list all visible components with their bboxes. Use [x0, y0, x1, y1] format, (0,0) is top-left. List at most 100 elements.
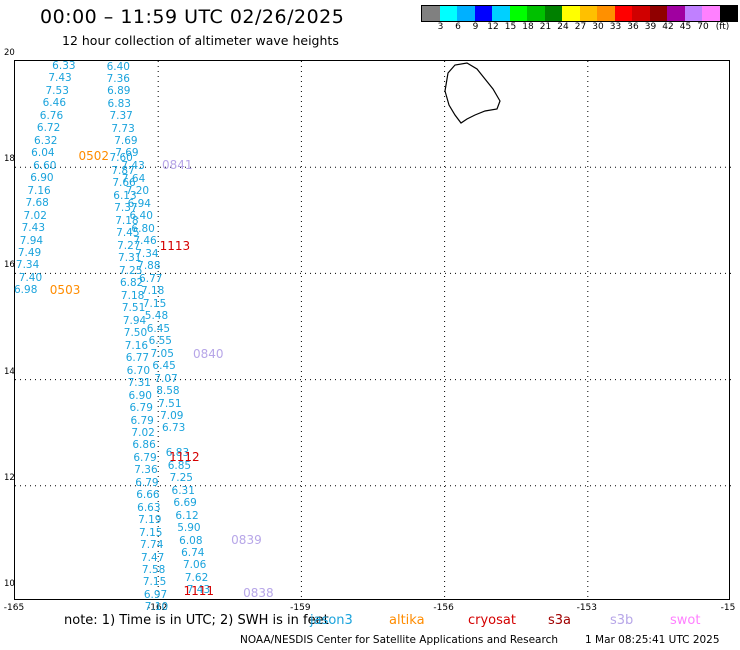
latitude-tick-label: 18	[4, 154, 15, 165]
longitude-tick-label: -153	[576, 603, 598, 613]
wave-height-value: 6.80	[131, 222, 155, 235]
scale-swatch	[649, 6, 667, 21]
wave-height-value: 7.43	[186, 584, 211, 597]
wave-height-value: 7.15	[142, 576, 167, 589]
wave-height-value: 7.10	[144, 601, 169, 614]
wave-height-value: 7.46	[133, 235, 157, 248]
wave-height-value: 7.02	[23, 209, 47, 222]
scale-label: 42	[662, 22, 674, 32]
wave-height-value: 7.37	[109, 110, 133, 123]
scale-label: 36	[627, 22, 639, 32]
scale-swatch	[632, 6, 650, 21]
pass-time-label: 1111	[183, 583, 214, 598]
wave-height-value: 7.36	[106, 73, 130, 86]
wave-height-value: 7.49	[17, 246, 42, 259]
wave-height-value: 7.16	[124, 339, 149, 352]
wave-height-value: 6.13	[113, 189, 137, 202]
wave-height-value: 6.83	[165, 447, 190, 460]
pass-time-label: 1112	[169, 449, 200, 464]
legend-item-altika: altika	[389, 613, 425, 628]
scale-swatch	[719, 6, 737, 21]
scale-swatch	[457, 6, 475, 21]
legend-item-s3a: s3a	[548, 613, 572, 628]
hawaii-big-island-coastline	[444, 62, 501, 124]
wave-height-value: 7.69	[115, 147, 139, 160]
scale-label: 27	[574, 22, 587, 32]
pass-time-label: 1113	[159, 238, 191, 253]
scale-label: 9	[472, 22, 479, 32]
wave-height-value: 7.31	[127, 376, 151, 389]
scale-label: 3	[437, 22, 444, 32]
wave-height-value: 7.87	[111, 164, 135, 177]
wave-height-value: 6.55	[148, 334, 172, 347]
wave-height-value: 7.02	[131, 426, 155, 439]
wave-height-value: 6.82	[119, 277, 144, 289]
scale-label: 70	[697, 22, 709, 32]
scale-swatch	[614, 6, 632, 21]
credit-line: NOAA/NESDIS Center for Satellite Applica…	[240, 634, 558, 646]
wave-height-value: 6.77	[139, 272, 163, 285]
wave-height-value: 7.51	[158, 397, 182, 410]
wave-height-value: 7.64	[121, 172, 146, 185]
legend-item-jason3: jason3	[310, 613, 353, 628]
wave-height-value: 7.18	[115, 214, 139, 227]
wave-height-value: 6.40	[129, 210, 153, 223]
generated-timestamp: 1 Mar 08:25:41 UTC 2025	[585, 634, 720, 646]
wave-height-value: 6.85	[167, 459, 192, 472]
wave-height-value: 6.04	[31, 146, 55, 159]
scale-label: 24	[557, 22, 569, 32]
wave-height-value: 7.74	[140, 539, 164, 552]
wave-height-value: 6.66	[136, 489, 160, 502]
wave-height-value: 7.62	[184, 572, 209, 585]
wave-height-value: 6.77	[125, 351, 150, 364]
footnote: note: 1) Time is in UTC; 2) SWH is in fe…	[64, 613, 329, 628]
map-plot-area	[14, 60, 731, 601]
scale-label: 33	[609, 22, 622, 32]
color-scale-labels: 3 6 9 12 15 18 21 24 27 30 33 36 39 42 45 70 (ft)	[421, 22, 740, 34]
wave-height-value: 6.79	[135, 476, 159, 489]
legend-item-s3b: s3b	[610, 613, 634, 628]
scale-label: 39	[644, 22, 657, 32]
pass-time-label: 0839	[231, 533, 262, 548]
wave-height-value: 7.15	[139, 526, 163, 539]
wave-height-value: 6.97	[143, 589, 168, 602]
scale-label: 12	[487, 22, 499, 32]
wave-height-value: 7.68	[25, 196, 49, 209]
wave-height-value: 7.45	[116, 227, 140, 240]
wave-height-value: 5.48	[144, 309, 169, 322]
wave-height-value: 6.45	[152, 359, 176, 372]
wave-height-value: 7.07	[154, 372, 178, 385]
pass-time-label: 0840	[193, 346, 224, 361]
wave-height-value: 7.94	[122, 314, 147, 327]
wave-height-value: 6.74	[181, 547, 205, 560]
wave-height-value: 7.27	[117, 239, 141, 252]
longitude-tick-label: -159	[290, 603, 311, 613]
wave-height-value: 7.51	[121, 301, 146, 314]
wave-height-value: 7.19	[138, 514, 162, 527]
footnote-text: note: 1) Time is in UTC; 2) SWH is in fe…	[64, 613, 329, 628]
wave-height-value: 5.90	[177, 522, 201, 535]
wave-height-value: 7.43	[21, 221, 46, 234]
scale-label: 30	[592, 22, 604, 32]
wave-height-value: 7.25	[119, 264, 143, 277]
scale-swatch	[527, 6, 545, 21]
wave-height-value: 6.45	[146, 322, 171, 335]
wave-height-value: 7.06	[182, 559, 207, 572]
legend-item-swot: swot	[670, 613, 701, 628]
scale-swatch	[422, 6, 440, 21]
wave-height-value: 7.50	[123, 326, 148, 339]
wave-height-value: 7.09	[160, 409, 184, 422]
wave-height-value: 7.58	[141, 564, 166, 577]
wave-height-value: 6.76	[39, 109, 64, 122]
wave-height-value: 7.73	[111, 123, 135, 136]
wave-height-value: 7.18	[120, 289, 145, 302]
wave-height-value: 7.20	[125, 185, 150, 198]
wave-height-value: 7.05	[150, 347, 174, 360]
wave-height-value: 6.08	[179, 534, 203, 547]
wave-height-value: 7.47	[140, 551, 165, 564]
scale-swatch	[474, 6, 492, 21]
wave-height-value: 6.73	[161, 422, 186, 435]
pass-time-label: 0503	[49, 283, 81, 298]
wave-height-value: 7.31	[118, 252, 142, 265]
scale-label: 21	[539, 22, 552, 32]
